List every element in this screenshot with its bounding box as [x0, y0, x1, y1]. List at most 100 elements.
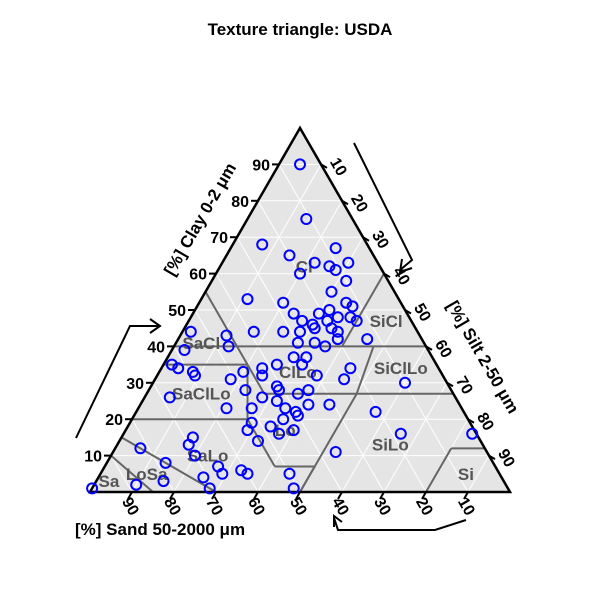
class-label: SaClLo: [172, 385, 231, 404]
data-point: [220, 402, 233, 415]
sand-tick: [211, 491, 217, 500]
data-point: [308, 322, 321, 335]
data-point: [296, 358, 309, 371]
data-point: [264, 420, 277, 433]
data-point: [241, 424, 254, 437]
data-point: [172, 362, 185, 375]
silt-tick-label: 10: [326, 155, 350, 179]
data-point: [308, 336, 321, 349]
data-point: [245, 402, 258, 415]
sand-tick: [169, 491, 175, 500]
clay-tick-label: 30: [126, 376, 144, 393]
grid-line-silt: [467, 455, 490, 493]
class-boundary: [299, 393, 358, 493]
data-point: [184, 325, 197, 338]
sand-tick: [421, 491, 427, 500]
data-point: [279, 402, 292, 415]
class-label: SiLo: [372, 436, 409, 455]
silt-tick: [425, 345, 433, 351]
data-point: [277, 325, 290, 338]
silt-arrowhead: [398, 258, 413, 274]
class-boundary: [246, 364, 266, 395]
data-point: [270, 395, 283, 407]
clay-arrowhead: [149, 318, 162, 334]
grid-line-sand: [110, 455, 133, 493]
data-point: [331, 325, 344, 338]
data-point: [220, 329, 233, 342]
class-label: Sa: [99, 472, 120, 491]
data-point: [277, 296, 290, 309]
data-point: [256, 391, 269, 404]
data-point: [270, 358, 283, 371]
sand-tick: [463, 491, 469, 500]
class-label: SiClLo: [374, 359, 428, 378]
data-point: [344, 311, 357, 324]
data-point: [291, 336, 304, 349]
clay-tick-label: 40: [147, 339, 165, 356]
data-point: [331, 333, 344, 346]
sand-tick-label: 40: [328, 495, 352, 519]
data-point: [325, 285, 338, 298]
data-point: [302, 398, 315, 411]
clay-tick-label: 90: [252, 157, 270, 174]
data-point: [329, 446, 342, 458]
data-point: [157, 475, 170, 488]
grid-line-silt: [341, 346, 427, 493]
data-point: [344, 362, 357, 375]
data-point: [203, 482, 216, 495]
sand-tick-label: 90: [118, 495, 142, 519]
data-point: [163, 391, 176, 404]
clay-tick-label: 20: [105, 412, 123, 429]
data-point: [291, 409, 304, 422]
data-point: [287, 424, 300, 437]
sand-tick-label: 30: [370, 495, 394, 519]
class-boundary: [341, 273, 385, 347]
data-point: [294, 325, 306, 338]
data-point: [340, 274, 353, 287]
sand-tick-label: 10: [454, 495, 478, 519]
data-point: [319, 340, 332, 353]
sand-tick-label: 50: [286, 495, 310, 519]
data-point: [287, 307, 300, 320]
data-point: [222, 340, 235, 353]
data-point: [252, 435, 264, 447]
data-point: [235, 464, 248, 477]
data-point: [361, 333, 374, 346]
data-point: [323, 398, 336, 411]
data-point: [189, 449, 201, 462]
data-point: [159, 456, 172, 469]
grid-line-silt: [383, 382, 448, 493]
data-point: [239, 384, 252, 397]
sand-axis-title: [%] Sand 50-2000 μm: [75, 520, 245, 539]
sand-tick: [379, 491, 385, 500]
silt-tick: [341, 199, 349, 206]
data-point: [237, 365, 250, 378]
sand-tick: [295, 491, 301, 500]
data-point: [130, 478, 143, 491]
silt-tick: [446, 381, 454, 388]
sand-tick: [337, 491, 343, 500]
silt-tick-label: 90: [494, 446, 518, 470]
data-point: [224, 373, 237, 386]
data-point: [287, 482, 300, 495]
data-point: [86, 482, 99, 495]
clay-tick-label: 50: [168, 303, 186, 320]
data-point: [294, 158, 306, 171]
sand-tick-label: 60: [244, 495, 268, 519]
data-point: [323, 304, 336, 316]
data-point: [256, 238, 269, 251]
data-point: [300, 213, 313, 225]
grid-line-sand: [152, 382, 217, 493]
data-point: [256, 369, 269, 382]
silt-tick: [362, 236, 370, 242]
data-point: [256, 362, 269, 375]
data-point: [329, 264, 342, 276]
class-label: Si: [458, 465, 474, 484]
data-point: [294, 267, 306, 280]
data-point: [369, 405, 382, 418]
clay-tick-label: 60: [189, 267, 207, 284]
data-point: [399, 376, 411, 389]
data-point: [466, 427, 479, 440]
clay-tick-label: 80: [231, 194, 249, 211]
